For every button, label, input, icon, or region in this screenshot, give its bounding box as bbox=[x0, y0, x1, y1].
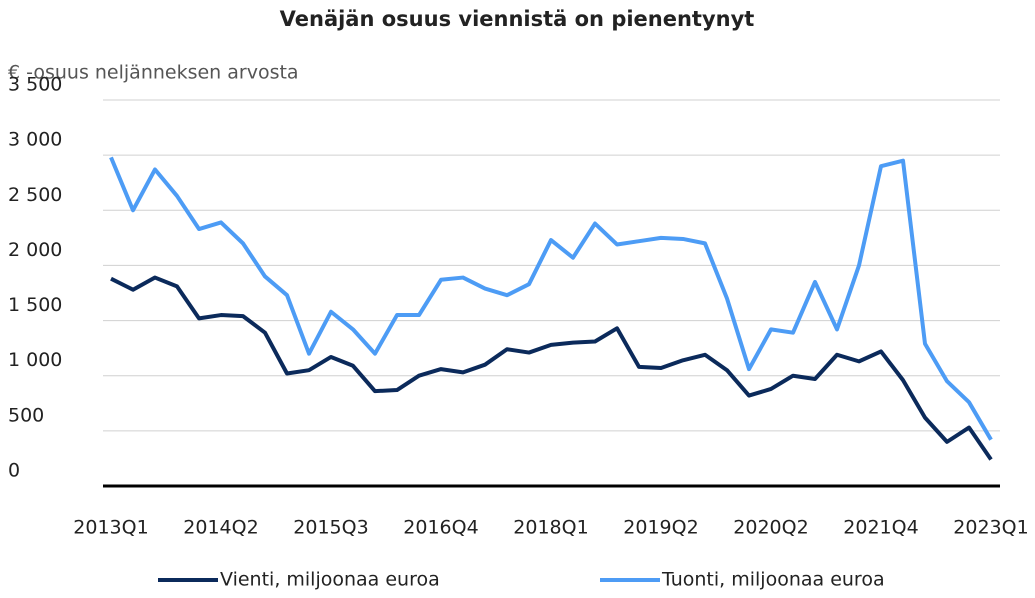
y-tick-label: 500 bbox=[8, 404, 44, 426]
legend-label: Vienti, miljoonaa euroa bbox=[220, 569, 440, 591]
y-axis-label: € -osuus neljänneksen arvosta bbox=[8, 62, 299, 84]
data-line bbox=[109, 156, 993, 441]
x-tick-label: 2019Q2 bbox=[623, 517, 698, 539]
x-tick-label: 2014Q2 bbox=[183, 517, 258, 539]
x-tick-label: 2018Q1 bbox=[513, 517, 588, 539]
y-tick-label: 2 000 bbox=[8, 239, 62, 261]
x-tick-label: 2013Q1 bbox=[73, 517, 148, 539]
x-tick-label: 2020Q2 bbox=[733, 517, 808, 539]
data-line bbox=[110, 275, 993, 461]
legend-label: Tuonti, miljoonaa euroa bbox=[661, 569, 885, 591]
y-tick-label: 1 500 bbox=[8, 294, 62, 316]
y-tick-label: 1 000 bbox=[8, 349, 62, 371]
x-tick-label: 2015Q3 bbox=[293, 517, 368, 539]
y-tick-label: 2 500 bbox=[8, 184, 62, 206]
y-tick-label: 0 bbox=[8, 460, 20, 482]
y-tick-label: 3 000 bbox=[8, 129, 62, 151]
x-tick-label: 2016Q4 bbox=[403, 517, 478, 539]
y-tick-label: 3 500 bbox=[8, 74, 62, 96]
x-tick-label: 2023Q1 bbox=[953, 517, 1028, 539]
x-tick-label: 2021Q4 bbox=[843, 517, 918, 539]
chart-title: Venäjän osuus viennistä on pienentynyt bbox=[280, 7, 755, 31]
